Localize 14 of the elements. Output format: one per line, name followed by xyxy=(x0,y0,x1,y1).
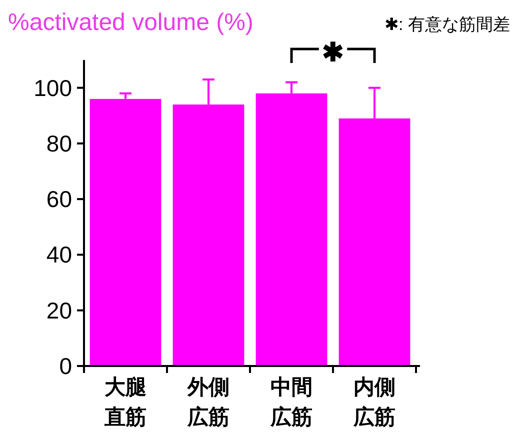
x-tick-label: 内側広筋 xyxy=(352,376,396,429)
text: ✱: 有意な筋間差 xyxy=(384,15,510,34)
y-tick-label: 0 xyxy=(59,353,72,379)
y-tick-label: 40 xyxy=(46,242,72,268)
x-tick-label: 外側広筋 xyxy=(186,376,230,429)
y-tick-label: 60 xyxy=(46,186,72,212)
x-tick-label: 大腿直筋 xyxy=(104,376,148,429)
y-tick-label: 100 xyxy=(34,74,72,101)
y-tick-label: 20 xyxy=(46,297,72,324)
y-tick-label: 80 xyxy=(46,130,72,156)
annotation: ✱ xyxy=(322,37,344,67)
x-tick-label: 中間広筋 xyxy=(270,376,312,429)
y-axis-title: %activated volume (%) xyxy=(8,9,254,36)
bar xyxy=(90,98,162,366)
